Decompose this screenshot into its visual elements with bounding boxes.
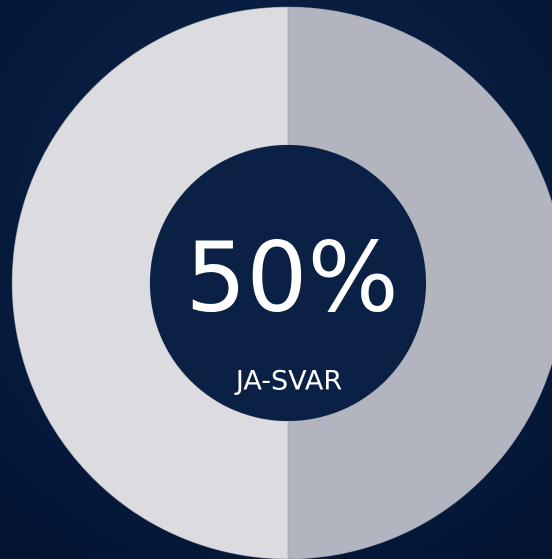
center-label: 50%: [185, 221, 398, 333]
donut-hole: [150, 145, 426, 421]
donut-slice: [287, 6, 552, 559]
center-sublabel: JA-SVAR: [234, 366, 342, 397]
